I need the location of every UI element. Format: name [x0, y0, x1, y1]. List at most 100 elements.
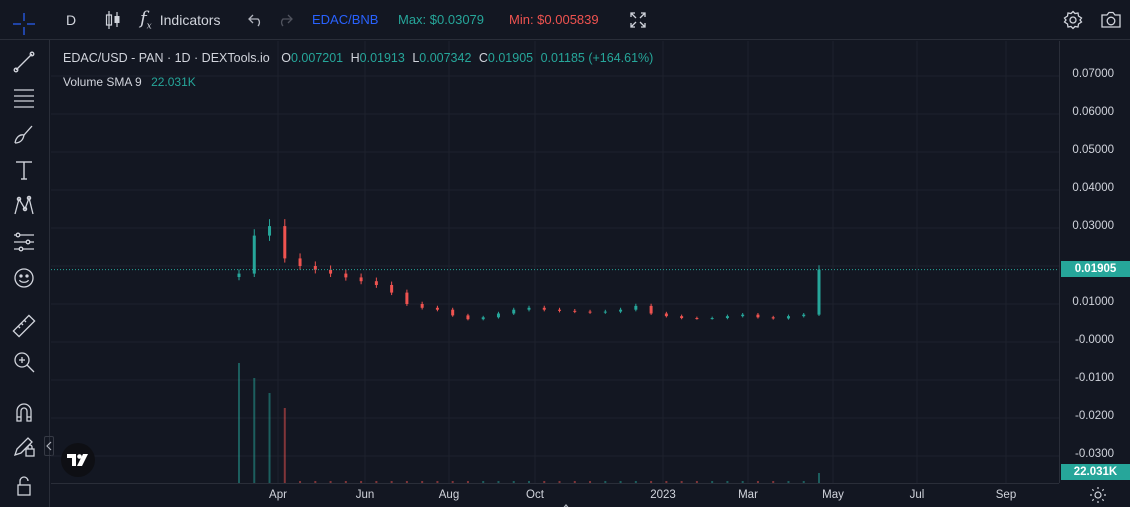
volume-bar — [314, 481, 317, 483]
collapse-toolbar-button[interactable] — [44, 436, 54, 456]
price-label: 0.05000 — [1072, 144, 1114, 156]
volume-bar — [818, 473, 820, 483]
candle-body — [252, 235, 256, 274]
volume-bar — [756, 481, 759, 483]
tradingview-logo[interactable] — [61, 443, 95, 477]
camera-icon[interactable] — [1099, 0, 1123, 40]
candle-body — [573, 310, 577, 312]
price-label: 0.04000 — [1072, 182, 1114, 194]
chart-pane[interactable]: EDAC/USD - PAN · 1D · DEXTools.io O 0.007… — [51, 41, 1059, 483]
volume-bar — [680, 481, 683, 483]
emoji-icon[interactable] — [10, 264, 38, 292]
price-scale[interactable]: 0.07000 0.06000 0.05000 0.04000 0.03000 … — [1059, 41, 1130, 483]
price-label: 0.03000 — [1072, 220, 1114, 232]
trendline-icon[interactable] — [10, 48, 38, 76]
candle-body — [817, 269, 821, 315]
volume-bar — [711, 481, 714, 483]
legend-change: 0.01185 (+164.61%) — [540, 51, 654, 65]
time-label: Aug — [438, 489, 460, 501]
volume-bar — [650, 481, 653, 483]
crosshair-icon[interactable] — [10, 10, 38, 38]
candles-icon[interactable] — [102, 0, 124, 40]
volume-legend-value: 22.031K — [151, 75, 196, 89]
lock-draw-icon[interactable] — [10, 432, 38, 460]
legend-open-label: O — [281, 51, 291, 65]
pair-label: EDAC/BNB — [312, 12, 379, 27]
redo-icon[interactable] — [275, 0, 295, 40]
candle-body — [420, 304, 424, 308]
time-label: Apr — [269, 489, 287, 501]
candle-body — [588, 311, 592, 313]
pattern-icon[interactable] — [10, 192, 38, 220]
candle-body — [435, 307, 439, 310]
volume-bar — [283, 408, 286, 483]
candle-body — [451, 309, 455, 316]
price-label: 0.07000 — [1072, 68, 1114, 80]
candle-body — [466, 315, 470, 320]
candle-body — [771, 317, 775, 319]
volume-tag: 22.031K — [1061, 464, 1130, 480]
candle-body — [802, 314, 806, 317]
scroll-to-latest-icon[interactable] — [561, 498, 571, 507]
indicators-button[interactable]: fx Indicators — [140, 0, 220, 40]
interval-button[interactable]: D — [66, 0, 76, 40]
price-chart[interactable] — [51, 41, 1059, 483]
volume-bar — [466, 481, 469, 483]
candle-body — [695, 318, 699, 320]
time-label: Mar — [738, 489, 758, 501]
candle-body — [680, 316, 684, 319]
volume-bar — [451, 481, 454, 483]
undo-icon[interactable] — [246, 0, 266, 40]
legend-low-label: L — [412, 51, 420, 65]
volume-bar — [375, 481, 378, 483]
candle-body — [313, 266, 317, 270]
settings-icon[interactable] — [1062, 0, 1084, 40]
candle-body — [649, 305, 653, 314]
fx-icon: fx — [140, 7, 152, 32]
max-label: Max: $0.03079 — [398, 12, 485, 27]
volume-bar — [299, 481, 302, 483]
top-toolbar: D fx Indicators EDAC/BNB Max: $0.03079 M… — [0, 0, 1130, 40]
volume-bar — [268, 393, 271, 483]
volume-bar — [421, 481, 424, 483]
magnet-icon[interactable] — [10, 398, 38, 426]
ruler-icon[interactable] — [10, 312, 38, 340]
fullscreen-icon[interactable] — [628, 0, 648, 40]
candle-body — [664, 313, 668, 317]
tradingview-logo-icon — [67, 454, 88, 466]
candle-body — [741, 314, 745, 317]
text-icon[interactable] — [10, 156, 38, 184]
time-label: 2023 — [650, 489, 676, 501]
grid-lines — [51, 41, 1059, 483]
fib-icon[interactable] — [10, 84, 38, 112]
candle-body — [405, 292, 409, 304]
time-scale[interactable]: Apr Jun Aug Oct 2023 Mar May Jul Sep — [51, 483, 1059, 507]
indicators-label: Indicators — [159, 11, 221, 28]
candlestick-series — [237, 219, 821, 321]
chart-settings-icon[interactable] — [1088, 485, 1108, 505]
volume-bar — [726, 481, 729, 483]
max-price: Max: $0.03079 — [398, 0, 484, 40]
volume-bar — [573, 481, 576, 483]
zoom-icon[interactable] — [10, 348, 38, 376]
legend-low-value: 0.007342 — [419, 51, 472, 65]
candle-body — [298, 258, 302, 266]
candle-body — [603, 311, 607, 313]
candle-body — [359, 277, 363, 282]
volume-legend: Volume SMA 9 22.031K — [63, 75, 196, 89]
volume-bar — [604, 481, 607, 483]
lock-icon[interactable] — [10, 472, 38, 500]
legend-high-label: H — [350, 51, 360, 65]
time-label: May — [822, 489, 844, 501]
volume-bar — [512, 481, 515, 483]
candle-body — [558, 309, 562, 311]
candle-body — [634, 305, 638, 310]
legend-symbol: EDAC/USD - PAN · 1D · DEXTools.io — [63, 51, 270, 65]
volume-bar — [253, 378, 256, 483]
volume-bar — [634, 481, 637, 483]
candle-body — [329, 269, 333, 274]
brush-icon[interactable] — [10, 120, 38, 148]
pair-link[interactable]: EDAC/BNB — [312, 0, 378, 40]
forecast-icon[interactable] — [10, 228, 38, 256]
volume-legend-label: Volume SMA 9 — [63, 75, 142, 89]
